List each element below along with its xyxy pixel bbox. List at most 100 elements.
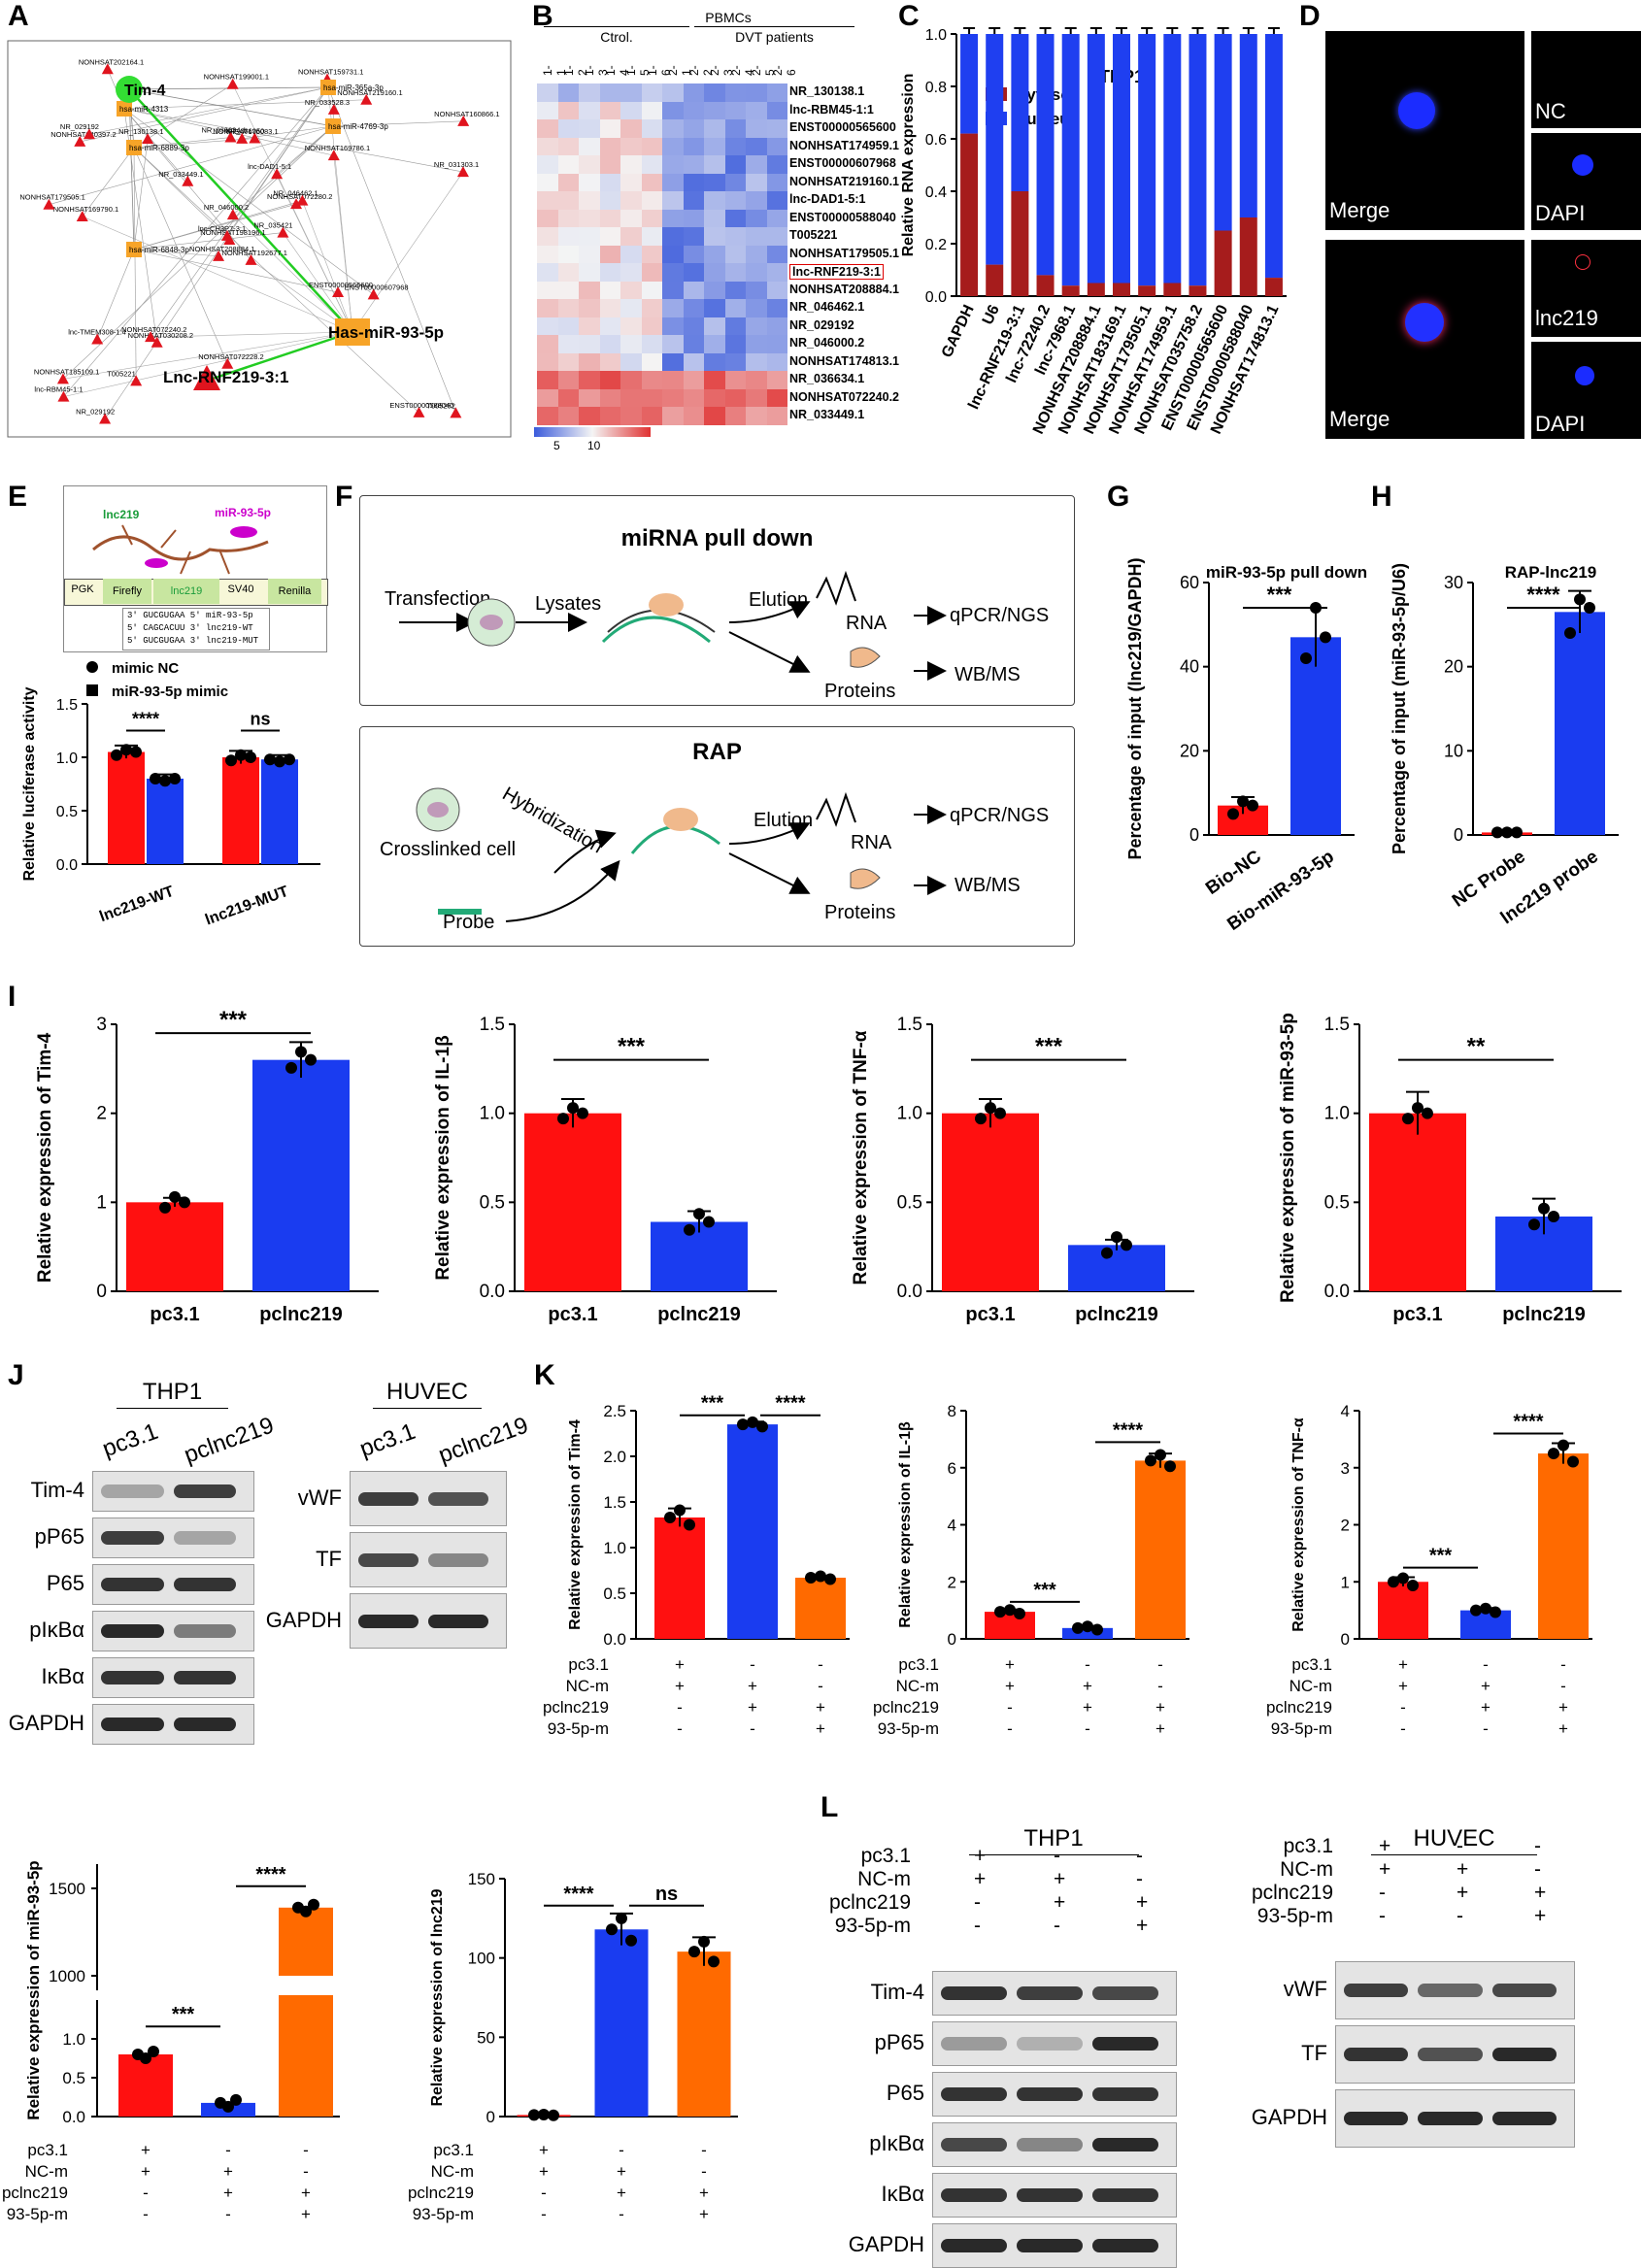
chart-i-tnfa: 0.0 0.5 1.0 1.5 Relative expression of TNF-α… [851, 1015, 1194, 1325]
heatmap-cell [683, 101, 704, 119]
blot-band [1491, 2048, 1557, 2061]
heatmap-cell [557, 388, 579, 407]
pulldown-title: miRNA pull down [620, 525, 814, 551]
step-proteins-1: Proteins [824, 681, 896, 702]
mirna-node-label: hsa-miR-365a-3p [323, 83, 384, 92]
chart-c: 0.0 0.2 0.4 0.6 0.8 1.0 Relative RNA expressio… [900, 27, 1287, 437]
lncrna-node-label: NONHSAT040397.2 [50, 130, 116, 139]
lncrna-node-label: NONHSAT192677.1 [221, 249, 286, 257]
blot-row-label: GAPDH [1251, 2105, 1327, 2129]
y-tick-label: 0.4 [925, 184, 947, 201]
lncrna-node-label: T005221 [107, 369, 136, 378]
design-sign: - [1157, 1677, 1163, 1695]
design-row-label: 93-5p-m [1271, 1719, 1332, 1738]
blot-band [358, 1552, 419, 1567]
lncrna-node-label: NONHSAT202164.1 [79, 57, 144, 66]
data-point [1082, 1620, 1093, 1633]
data-point [159, 1201, 171, 1214]
step-proteins-2: Proteins [824, 902, 896, 923]
network-edge [133, 249, 219, 257]
heatmap-cell [537, 83, 558, 102]
blot-band [428, 1491, 488, 1506]
x-tick-label: Bio-NC [1202, 847, 1265, 899]
significance-label: *** [1035, 1034, 1063, 1060]
heatmap-cell [537, 388, 558, 407]
network-edge [62, 331, 353, 380]
mirna-node [320, 80, 336, 95]
network-edge [63, 86, 329, 397]
lncrna-node [245, 253, 257, 265]
blot-band [1092, 1986, 1158, 2000]
heatmap-cell [746, 119, 767, 138]
significance-label: ns [250, 710, 270, 729]
construct-pgk: PGK [71, 584, 94, 595]
significance-label: **** [1113, 1419, 1143, 1441]
data-point [747, 1416, 758, 1428]
step-qpcr-2: qPCR/NGS [950, 805, 1050, 826]
heatmap-cell [683, 263, 704, 282]
data-point [693, 1208, 705, 1220]
heatmap-panel: PBMCs Ctrol. DVT patients 1-1 1-2 1-3 1-4 1-… [529, 0, 908, 456]
bar-nucleus [1087, 34, 1105, 284]
heatmap-cell [579, 209, 600, 227]
significance-label: *** [172, 2004, 195, 2025]
lncrna-node [91, 333, 104, 345]
heatmap-row-label: lnc-DAD1-5:1 [789, 192, 866, 206]
heatmap-cell [704, 137, 725, 155]
bar-nucleus [1214, 34, 1232, 231]
heatmap-row-label: NR_046462.1 [789, 300, 865, 314]
step-qpcr-1: qPCR/NGS [950, 605, 1050, 626]
blot-band [1017, 2188, 1083, 2202]
data-point [606, 1923, 618, 1936]
chart-title: RAP-lnc219 [1505, 563, 1596, 582]
heatmap-cell [704, 263, 725, 282]
heatmap-cell [557, 352, 579, 371]
chart-i-tim4: 0 1 2 3 Relative expression of Tim-4 pc3.1 pcl… [35, 1007, 379, 1325]
lncrna-node [327, 150, 340, 161]
design-sign: - [541, 2205, 547, 2223]
y-tick-label: 1000 [49, 1967, 85, 1985]
heatmap-cell [724, 263, 746, 282]
heatmap-cell [620, 263, 642, 282]
heatmap-cell [557, 227, 579, 246]
blot-row-label: GAPDH [265, 1607, 342, 1632]
design-row-label: NC-m [431, 2162, 474, 2181]
lncrna-node-label: NR_046000.2 [204, 203, 249, 212]
heatmap-cell [662, 209, 684, 227]
heatmap-cell [599, 335, 620, 353]
data-point [1388, 1576, 1399, 1588]
heatmap-cell [599, 245, 620, 263]
heatmap-cell [683, 119, 704, 138]
lncrna-node-label: NONHSAT169786.1 [305, 144, 370, 152]
design-row-label: pclnc219 [873, 1698, 939, 1717]
data-point [1121, 1239, 1132, 1251]
data-point [1101, 1247, 1113, 1259]
lncrna-node [220, 229, 233, 241]
x-tick-label: pc3.1 [965, 1304, 1015, 1325]
design-row-label: pc3.1 [1283, 1835, 1333, 1857]
micro-label-merge-2: Merge [1329, 407, 1390, 431]
data-point [230, 2093, 242, 2106]
heatmap-cell [662, 155, 684, 174]
heatmap-cell [599, 137, 620, 155]
x-tick-label: GAPDH [939, 303, 978, 361]
data-point [130, 746, 142, 758]
bar-cytosol [1061, 285, 1080, 296]
heatmap-cell [579, 173, 600, 191]
heatmap-cell [746, 227, 767, 246]
bar [1460, 1610, 1511, 1639]
heatmap-row-label: lnc-RBM45-1:1 [789, 102, 874, 117]
mir93-label: Has-miR-93-5p [328, 323, 444, 342]
bar-nucleus [960, 34, 979, 134]
blot-strip [92, 1611, 254, 1651]
heatmap-cell [599, 299, 620, 317]
bar-nucleus [1061, 34, 1080, 286]
blot-lane-label: pclnc219 [435, 1412, 532, 1469]
bar [279, 1907, 333, 1976]
heatmap-cell [537, 101, 558, 119]
design-sign: + [675, 1677, 685, 1695]
lncrna-node-label: NONHSAT072280.2 [267, 192, 332, 201]
design-sign: + [1155, 1719, 1165, 1738]
data-point [994, 1606, 1006, 1618]
heatmap-cell [724, 245, 746, 263]
